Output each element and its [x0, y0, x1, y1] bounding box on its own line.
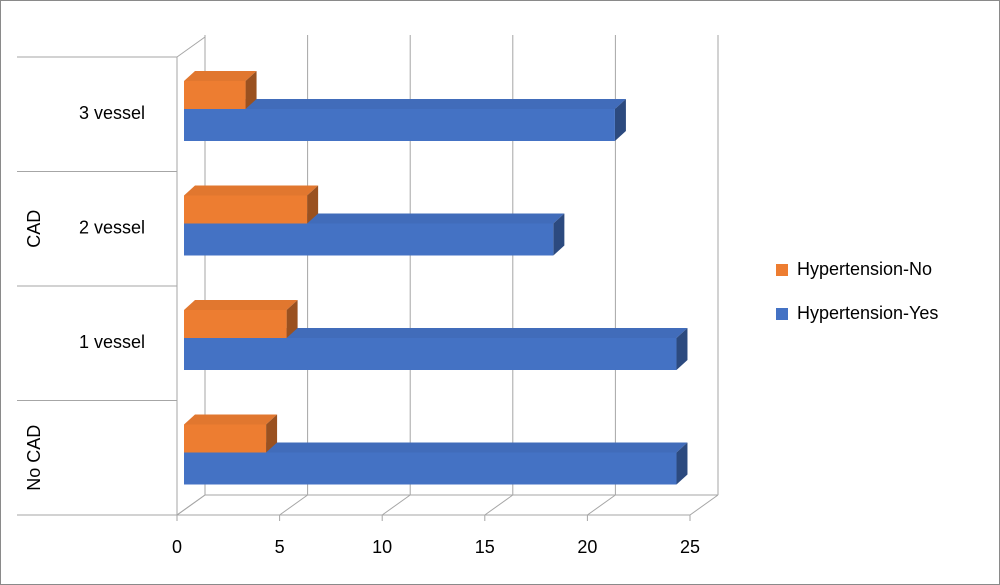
x-tick-label: 25 — [680, 537, 700, 557]
bar — [184, 310, 287, 338]
bar-side — [245, 71, 257, 109]
bar-top — [184, 328, 688, 338]
bar-side — [676, 442, 688, 485]
grid-line — [484, 494, 514, 516]
x-tick-label: 15 — [475, 537, 495, 557]
bar-top — [184, 300, 298, 310]
group-label: No CAD — [24, 425, 44, 491]
x-tick-label: 20 — [577, 537, 597, 557]
axis-line — [176, 36, 206, 58]
bar — [184, 195, 308, 224]
group-label: CAD — [24, 210, 44, 248]
bar-side — [553, 213, 565, 256]
legend-swatch — [776, 264, 788, 276]
x-tick-label: 10 — [372, 537, 392, 557]
bar-side — [286, 300, 298, 338]
bar-top — [184, 71, 257, 81]
bar-side — [307, 185, 319, 224]
y-tick-label: 2 vessel — [79, 218, 145, 238]
bar — [184, 424, 267, 453]
bar-side — [266, 414, 278, 453]
grid-line — [381, 494, 411, 516]
bar-top — [184, 414, 278, 425]
bar — [184, 452, 677, 485]
grid-line — [587, 494, 616, 516]
y-tick-label: 1 vessel — [79, 332, 145, 352]
bar — [184, 338, 677, 370]
bar-top — [184, 99, 626, 109]
bar-side — [676, 328, 688, 370]
bar-side — [614, 99, 626, 141]
legend-swatch — [776, 308, 788, 320]
bar — [184, 223, 554, 256]
legend-label: Hypertension-Yes — [797, 303, 938, 323]
x-tick-label: 0 — [172, 537, 182, 557]
grid-line — [176, 494, 206, 516]
grid-line — [279, 494, 308, 516]
legend-label: Hypertension-No — [797, 259, 932, 279]
bar-top — [184, 442, 688, 453]
x-tick-label: 5 — [275, 537, 285, 557]
bar — [184, 81, 246, 109]
y-tick-label: 3 vessel — [79, 103, 145, 123]
bar — [184, 109, 615, 141]
bar-top — [184, 185, 319, 196]
grid-line — [689, 494, 719, 516]
